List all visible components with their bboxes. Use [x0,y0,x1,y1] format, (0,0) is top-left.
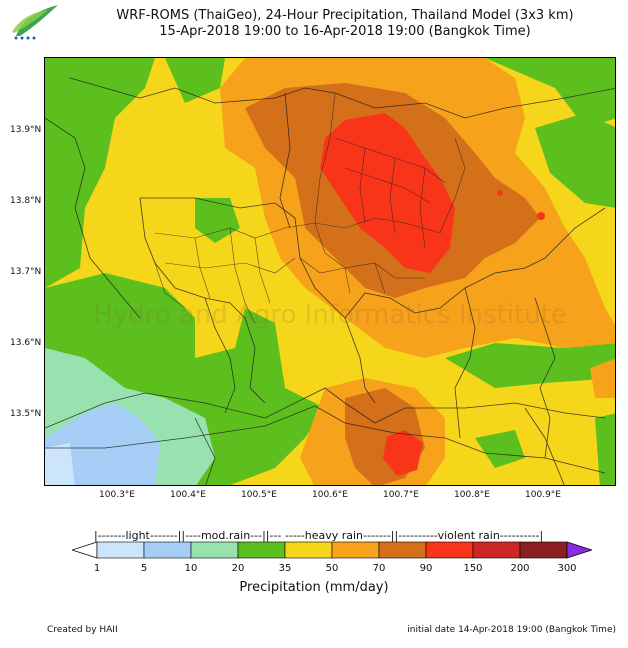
colorbar-bin [425,541,474,559]
colorbar-tick-label: 70 [372,563,386,574]
lat-tick-label: 13.9°N [10,125,42,135]
colorbar-bin [143,541,192,559]
colorbar-bin [378,541,427,559]
colorbar-under-arrow [70,541,98,559]
title-line-1: WRF-ROMS (ThaiGeo), 24-Hour Precipitatio… [116,8,574,23]
colorbar-bin [237,541,286,559]
colorbar-bin [284,541,333,559]
colorbar-tick-label: 10 [184,563,198,574]
lat-tick-label: 13.8°N [10,196,42,206]
precipitation-map [44,57,616,486]
lon-tick-label: 100.8°E [454,490,490,500]
lon-tick-label: 100.5°E [241,490,277,500]
lon-tick-label: 100.9°E [525,490,561,500]
haii-logo [8,2,64,42]
colorbar-tick-label: 150 [463,563,483,574]
colorbar-tick-label: 90 [419,563,433,574]
colorbar-tick-label: 50 [325,563,339,574]
colorbar-bin [519,541,568,559]
lon-tick-label: 100.3°E [99,490,135,500]
colorbar-tick-label: 1 [93,563,101,574]
colorbar-tick-label: 35 [278,563,292,574]
credit-text: Created by HAII [47,625,118,635]
lon-tick-label: 100.4°E [170,490,206,500]
colorbar-bin [96,541,145,559]
colorbar-bin [190,541,239,559]
colorbar-graphic [70,541,594,559]
colorbar-tick-label: 20 [231,563,245,574]
colorbar [70,541,594,559]
lat-tick-label: 13.5°N [10,409,42,419]
lat-tick-label: 13.6°N [10,338,42,348]
colorbar-tick-label: 200 [510,563,530,574]
colorbar-over-arrow [566,541,594,559]
colorbar-tick-label: 300 [557,563,577,574]
lat-tick-label: 13.7°N [10,267,42,277]
colorbar-bin [472,541,521,559]
colorbar-tick-label: 5 [140,563,148,574]
colorbar-bin [331,541,380,559]
initial-date-text: initial date 14-Apr-2018 19:00 (Bangkok … [407,625,616,635]
title-line-2: 15-Apr-2018 19:00 to 16-Apr-2018 19:00 (… [159,24,531,39]
colorbar-title: Precipitation (mm/day) [239,580,389,595]
lon-tick-label: 100.7°E [383,490,419,500]
precipitation-field [45,58,615,485]
legend-categories: |-------light-------||----mod.rain---||-… [94,529,544,542]
map-title: WRF-ROMS (ThaiGeo), 24-Hour Precipitatio… [70,8,620,40]
lon-tick-label: 100.6°E [312,490,348,500]
